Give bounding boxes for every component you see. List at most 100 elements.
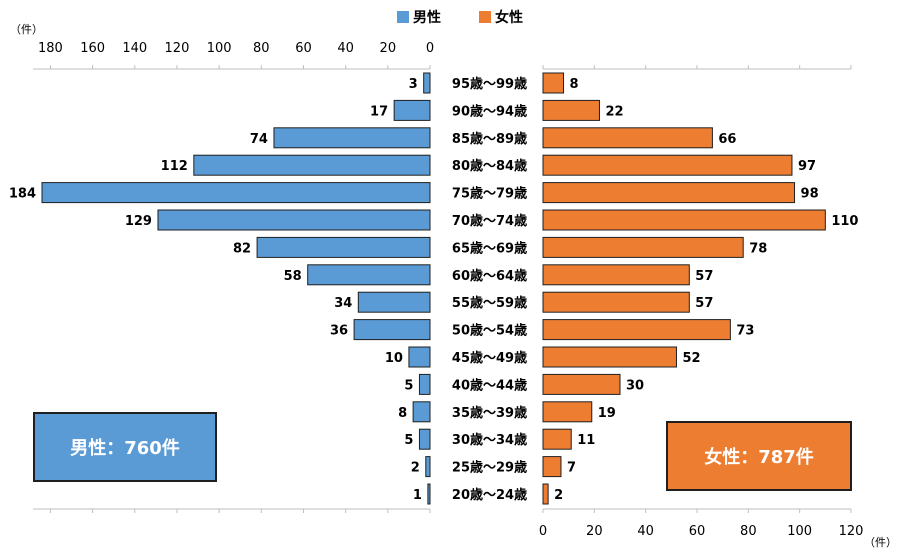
female-bar xyxy=(542,182,796,204)
female-axis-tick-label: 60 xyxy=(689,524,706,539)
male-value-label: 129 xyxy=(125,214,152,229)
female-bar xyxy=(542,373,621,395)
female-bar xyxy=(542,99,600,121)
female-value-label: 2 xyxy=(554,488,563,503)
male-bar xyxy=(256,236,431,258)
male-value-label: 58 xyxy=(284,269,302,284)
female-bar xyxy=(542,483,549,505)
female-value-label: 19 xyxy=(598,406,616,421)
male-axis-tick-label: 160 xyxy=(80,41,105,56)
age-group-label: 30歳～34歳 xyxy=(452,432,527,448)
male-bar xyxy=(418,428,431,450)
female-axis-tick-label: 0 xyxy=(539,524,547,539)
female-total-label: 女性：787件 xyxy=(704,447,814,468)
male-bar xyxy=(193,154,431,176)
legend-female-label: 女性 xyxy=(495,9,523,26)
female-bar xyxy=(542,346,677,368)
male-bar xyxy=(41,182,431,204)
age-group-label: 55歳～59歳 xyxy=(452,295,527,311)
age-group-label: 75歳～79歳 xyxy=(452,186,527,202)
female-axis: 0 20 40 60 80 100 120 xyxy=(539,65,864,539)
male-value-label: 74 xyxy=(250,132,268,147)
female-axis-tick-label: 20 xyxy=(586,524,603,539)
female-bar xyxy=(542,264,690,286)
female-value-label: 52 xyxy=(682,351,700,366)
female-bar xyxy=(542,428,572,450)
female-value-label: 7 xyxy=(567,461,576,476)
male-bar xyxy=(353,319,431,341)
female-value-label: 57 xyxy=(695,296,713,311)
female-bar xyxy=(542,401,593,423)
male-axis-tick-label: 180 xyxy=(38,41,63,56)
female-value-label: 11 xyxy=(577,433,595,448)
female-value-label: 22 xyxy=(605,104,623,119)
male-value-label: 5 xyxy=(404,378,413,393)
age-group-label: 95歳～99歳 xyxy=(452,76,527,92)
male-value-label: 8 xyxy=(398,406,407,421)
male-axis-tick-label: 60 xyxy=(295,41,312,56)
male-axis-tick-label: 20 xyxy=(380,41,397,56)
male-bar xyxy=(427,483,431,505)
female-axis-tick-label: 120 xyxy=(839,524,864,539)
female-bar xyxy=(542,154,793,176)
female-value-label: 110 xyxy=(831,214,858,229)
male-value-label: 82 xyxy=(233,241,251,256)
male-value-label: 5 xyxy=(404,433,413,448)
female-axis-tick-label: 40 xyxy=(637,524,654,539)
female-value-label: 8 xyxy=(570,77,579,92)
female-total-box: 女性：787件 xyxy=(666,421,852,491)
female-value-label: 98 xyxy=(801,187,819,202)
male-axis-tick-label: 140 xyxy=(122,41,147,56)
male-bar xyxy=(412,401,431,423)
male-value-label: 112 xyxy=(161,159,188,174)
male-value-label: 2 xyxy=(411,461,420,476)
male-bar xyxy=(408,346,431,368)
male-total-label: 男性：760件 xyxy=(70,438,180,459)
age-group-labels: 95歳～99歳 90歳～94歳 85歳～89歳 80歳～84歳 75歳～79歳 70歳～7… xyxy=(452,76,527,503)
male-value-label: 3 xyxy=(409,77,418,92)
female-value-label: 57 xyxy=(695,269,713,284)
male-axis: 180 160 140 120 100 80 60 40 20 0 xyxy=(33,41,434,513)
male-value-label: 17 xyxy=(370,104,388,119)
legend: 男性 女性 xyxy=(397,9,523,26)
age-group-label: 35歳～39歳 xyxy=(452,405,527,421)
female-bar xyxy=(542,127,713,149)
age-group-label: 90歳～94歳 xyxy=(452,103,527,119)
male-axis-tick-label: 0 xyxy=(426,41,434,56)
age-group-label: 60歳～64歳 xyxy=(452,268,527,284)
male-total-box: 男性：760件 xyxy=(33,412,217,482)
female-axis-tick-label: 100 xyxy=(787,524,812,539)
male-bar xyxy=(357,291,431,313)
male-value-label: 34 xyxy=(334,296,352,311)
female-value-label: 73 xyxy=(736,324,754,339)
female-value-label: 30 xyxy=(626,378,644,393)
male-bar xyxy=(423,72,431,94)
male-axis-tick-label: 120 xyxy=(165,41,190,56)
male-value-label: 36 xyxy=(330,324,348,339)
female-bar xyxy=(542,291,690,313)
female-bar xyxy=(542,72,565,94)
male-value-label: 10 xyxy=(385,351,403,366)
female-value-label: 78 xyxy=(749,241,767,256)
age-group-label: 45歳～49歳 xyxy=(452,350,527,366)
legend-male-swatch xyxy=(397,11,409,23)
male-bar xyxy=(418,373,431,395)
male-bar xyxy=(157,209,431,231)
female-value-label: 66 xyxy=(718,132,736,147)
age-group-label: 70歳～74歳 xyxy=(452,213,527,229)
female-value-label: 97 xyxy=(798,159,816,174)
age-group-label: 40歳～44歳 xyxy=(452,377,527,393)
male-value-label: 1 xyxy=(413,488,422,503)
age-group-label: 65歳～69歳 xyxy=(452,240,527,256)
male-bar xyxy=(273,127,431,149)
female-bar xyxy=(542,209,826,231)
female-bar xyxy=(542,456,562,478)
male-bar xyxy=(425,456,431,478)
male-axis-tick-label: 40 xyxy=(337,41,354,56)
age-group-label: 50歳～54歳 xyxy=(452,323,527,339)
male-value-label: 184 xyxy=(9,187,36,202)
female-axis-unit: （件） xyxy=(864,536,897,549)
